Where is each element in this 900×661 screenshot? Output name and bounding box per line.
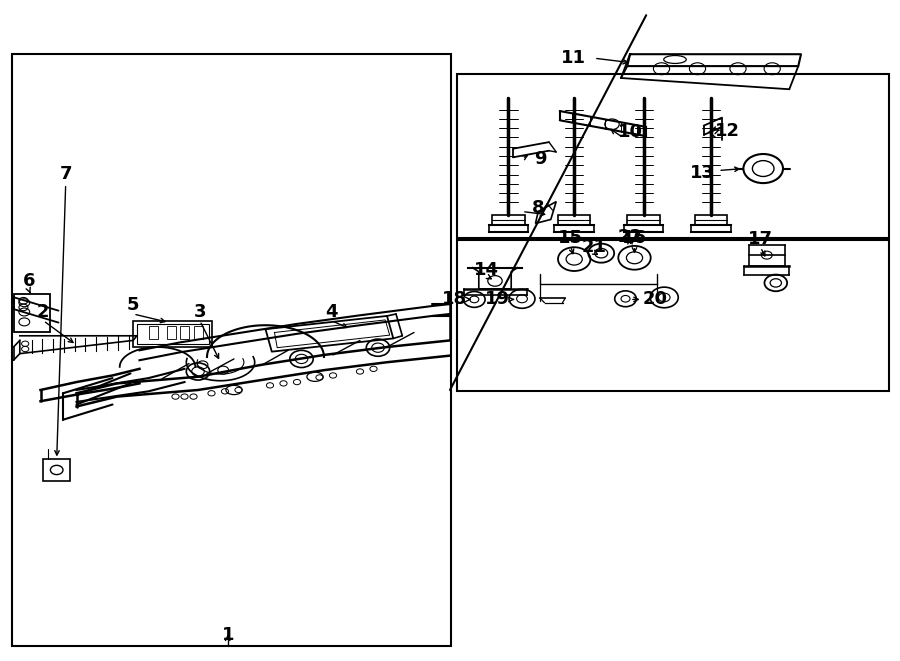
Text: 5: 5 bbox=[127, 296, 140, 315]
Text: 20: 20 bbox=[643, 290, 668, 309]
Text: 8: 8 bbox=[532, 199, 544, 217]
Text: 22: 22 bbox=[617, 227, 643, 246]
Bar bbox=[137, 324, 209, 344]
Bar bbox=[558, 215, 590, 225]
Bar bbox=[194, 326, 202, 339]
Bar bbox=[12, 54, 451, 646]
Bar bbox=[14, 294, 50, 332]
Bar bbox=[180, 326, 189, 339]
Bar bbox=[148, 326, 157, 339]
Text: 2: 2 bbox=[37, 303, 50, 321]
Text: 6: 6 bbox=[22, 272, 35, 290]
Bar bbox=[457, 240, 889, 391]
Bar bbox=[627, 215, 660, 225]
Bar bbox=[492, 215, 525, 225]
Text: 17: 17 bbox=[748, 230, 773, 249]
Text: 12: 12 bbox=[715, 122, 740, 140]
Text: 14: 14 bbox=[474, 260, 500, 279]
Text: 10: 10 bbox=[617, 123, 643, 141]
Bar bbox=[457, 74, 889, 238]
Text: 1: 1 bbox=[221, 625, 234, 644]
Text: 21: 21 bbox=[581, 237, 607, 256]
Bar bbox=[133, 321, 212, 347]
Text: 7: 7 bbox=[59, 165, 72, 183]
Text: 19: 19 bbox=[485, 290, 510, 309]
Text: 15: 15 bbox=[558, 229, 583, 247]
Bar bbox=[43, 459, 70, 481]
Text: 16: 16 bbox=[622, 229, 647, 247]
Text: 18: 18 bbox=[442, 290, 467, 309]
Bar bbox=[166, 326, 176, 339]
Text: 13: 13 bbox=[689, 164, 715, 182]
Text: 11: 11 bbox=[561, 49, 586, 67]
Text: 4: 4 bbox=[325, 303, 338, 321]
Text: 3: 3 bbox=[194, 303, 206, 321]
Text: 9: 9 bbox=[534, 149, 546, 168]
Bar bbox=[695, 215, 727, 225]
